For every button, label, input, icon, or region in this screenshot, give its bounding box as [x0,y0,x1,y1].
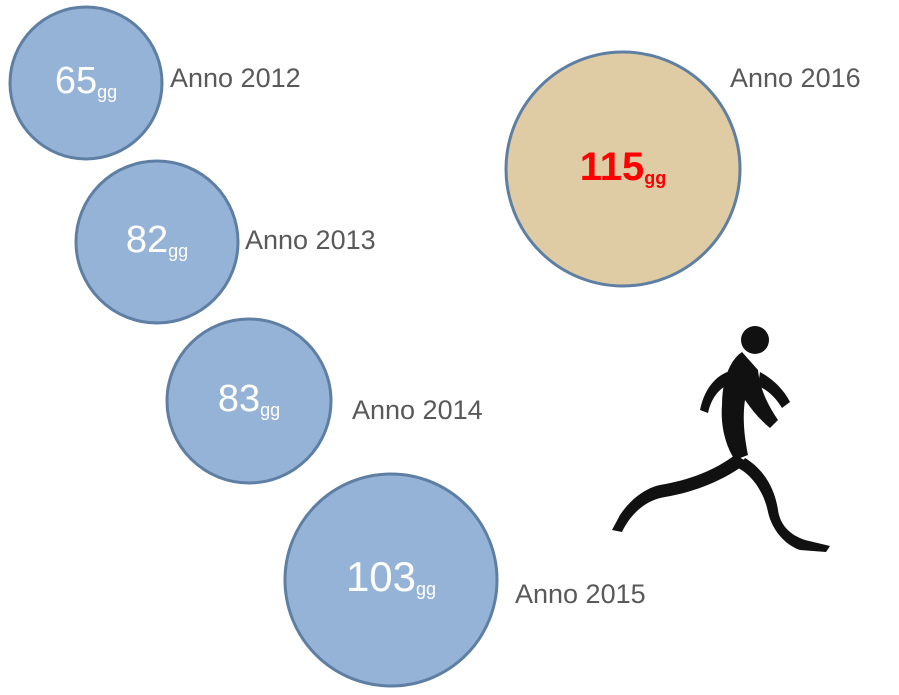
runner-icon [612,326,830,552]
year-label: Anno 2012 [170,63,301,93]
bubble [283,472,499,688]
bubble [165,317,333,485]
unit: gg [97,82,117,102]
unit: gg [260,400,280,420]
year-label: Anno 2014 [352,395,483,425]
value: 115 [580,145,645,189]
bubble-value: 103gg [346,553,436,600]
bubble [504,50,742,288]
unit: gg [416,579,436,599]
value: 82 [126,219,168,261]
year-label: Anno 2013 [245,225,376,255]
bubble-value: 115gg [580,145,667,189]
unit: gg [168,241,188,261]
bubble-value: 65gg [55,60,117,102]
year-label: Anno 2016 [730,63,861,93]
year-label: Anno 2015 [515,579,646,609]
bubble-value: 82gg [126,219,188,261]
value: 103 [346,553,416,600]
bubble-value: 83gg [218,378,280,420]
value: 65 [55,60,97,102]
bubble [8,5,164,161]
value: 83 [218,378,260,420]
unit: gg [644,168,666,188]
bubble [74,159,240,325]
